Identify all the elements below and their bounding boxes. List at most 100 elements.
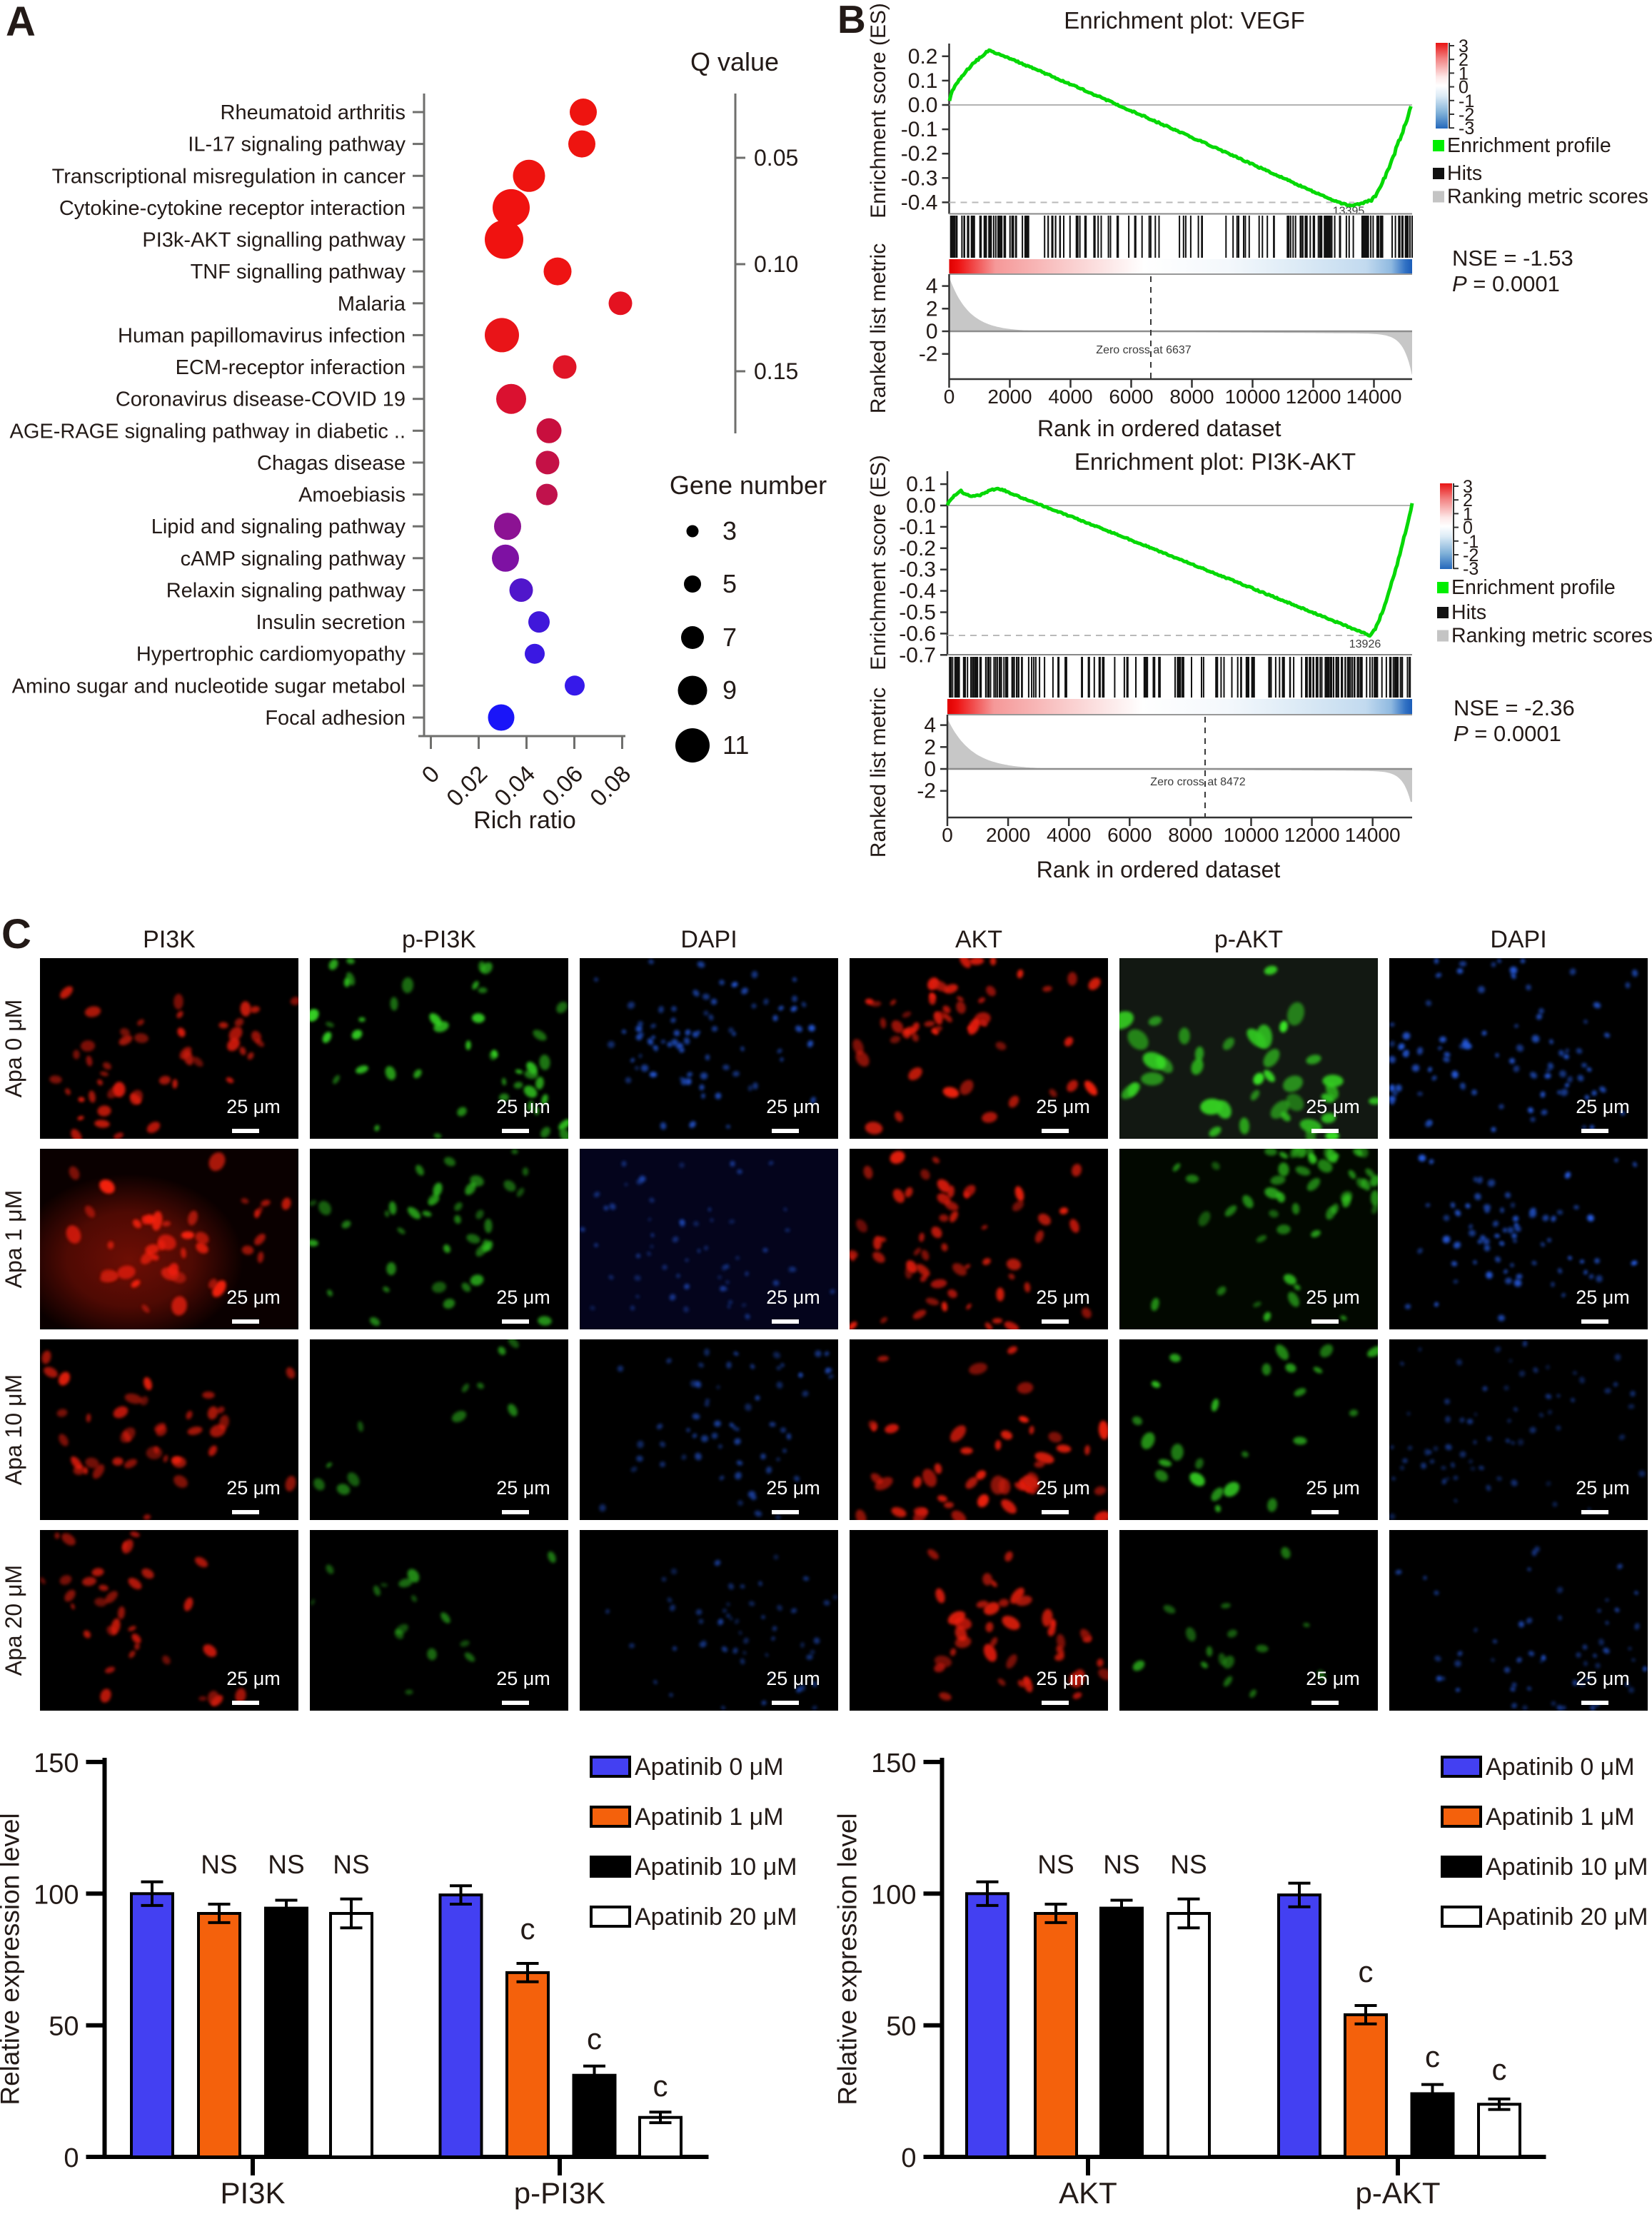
svg-text:P = 0.0001: P = 0.0001 [1454,721,1561,746]
svg-text:Amino sugar and nucleotide sug: Amino sugar and nucleotide sugar metabol [12,675,406,698]
svg-text:4: 4 [924,714,936,738]
svg-text:25 μm: 25 μm [1036,1096,1090,1117]
svg-text:Enrichment plot: VEGF: Enrichment plot: VEGF [1064,7,1304,34]
svg-text:Apatinib 20 μM: Apatinib 20 μM [635,1903,797,1931]
svg-text:1: 1 [1459,64,1469,84]
svg-text:25 μm: 25 μm [1576,1477,1630,1499]
svg-text:100: 100 [871,1880,916,1910]
svg-text:Apatinib 0 μM: Apatinib 0 μM [635,1753,784,1781]
svg-text:6000: 6000 [1107,824,1152,846]
svg-text:3: 3 [1459,36,1469,56]
svg-text:Malaria: Malaria [338,293,406,316]
svg-text:Zero cross at 6637: Zero cross at 6637 [1096,344,1192,356]
svg-text:Enrichment profile: Enrichment profile [1447,134,1611,157]
svg-text:Enrichment plot: PI3K-AKT: Enrichment plot: PI3K-AKT [1074,448,1356,475]
svg-text:Zero cross at 8472: Zero cross at 8472 [1150,776,1246,788]
svg-text:B: B [837,0,866,41]
svg-text:0.1: 0.1 [906,473,936,496]
svg-text:DAPI: DAPI [680,926,737,953]
svg-text:-3: -3 [1459,119,1474,139]
svg-text:0: 0 [1459,78,1469,98]
svg-text:Hits: Hits [1447,162,1482,185]
svg-text:-1: -1 [1459,91,1474,111]
svg-text:25 μm: 25 μm [1306,1668,1360,1689]
svg-text:25 μm: 25 μm [1306,1477,1360,1499]
svg-text:Apa 20 μM: Apa 20 μM [1,1565,26,1676]
svg-text:0.0: 0.0 [908,94,938,117]
svg-text:4000: 4000 [1048,386,1092,408]
svg-text:Rank in ordered dataset: Rank in ordered dataset [1037,416,1281,441]
svg-text:Hits: Hits [1451,601,1486,624]
svg-text:NSE = -2.36: NSE = -2.36 [1454,695,1575,720]
svg-text:25 μm: 25 μm [1576,1668,1630,1689]
svg-text:-0.3: -0.3 [899,558,936,582]
svg-text:0: 0 [926,320,938,343]
svg-text:2: 2 [924,735,936,759]
svg-text:-2: -2 [919,343,938,366]
svg-text:9: 9 [722,675,737,705]
svg-text:Rheumatoid arthritis: Rheumatoid arthritis [221,101,406,124]
svg-text:2000: 2000 [987,386,1032,408]
svg-text:3: 3 [722,516,737,545]
svg-text:-0.7: -0.7 [899,643,936,667]
svg-text:11: 11 [722,730,749,760]
svg-text:25 μm: 25 μm [496,1668,550,1689]
svg-text:8000: 8000 [1168,824,1212,846]
svg-text:0: 0 [924,758,936,781]
svg-text:NS: NS [201,1850,237,1879]
svg-text:Insulin secretion: Insulin secretion [256,611,406,634]
svg-text:p-PI3K: p-PI3K [514,2176,605,2210]
svg-text:P = 0.0001: P = 0.0001 [1452,271,1560,296]
svg-text:2: 2 [1463,490,1473,510]
svg-text:25 μm: 25 μm [766,1477,820,1499]
svg-text:c: c [1359,1955,1374,1988]
svg-text:Rich ratio: Rich ratio [473,807,576,834]
svg-text:IL-17 signaling pathway: IL-17 signaling pathway [188,134,406,156]
svg-text:0.10: 0.10 [754,251,798,277]
svg-text:Enrichment score (ES): Enrichment score (ES) [867,455,890,670]
svg-text:-0.5: -0.5 [899,601,936,625]
svg-text:25 μm: 25 μm [496,1096,550,1117]
svg-text:25 μm: 25 μm [1036,1287,1090,1308]
svg-text:Apa 0 μM: Apa 0 μM [1,1000,26,1098]
svg-text:14000: 14000 [1345,824,1401,846]
svg-text:Apatinib 1 μM: Apatinib 1 μM [635,1803,784,1831]
svg-text:-0.2: -0.2 [899,537,936,560]
svg-text:25 μm: 25 μm [1576,1287,1630,1308]
svg-text:-1: -1 [1463,532,1479,552]
svg-text:25 μm: 25 μm [766,1096,820,1117]
svg-text:150: 150 [871,1748,916,1778]
svg-text:4000: 4000 [1047,824,1091,846]
svg-text:100: 100 [34,1880,79,1910]
svg-text:Apatinib 0 μM: Apatinib 0 μM [1486,1753,1635,1781]
svg-text:NS: NS [1103,1850,1139,1879]
svg-text:Enrichment profile: Enrichment profile [1451,576,1616,599]
svg-text:Apatinib 10 μM: Apatinib 10 μM [635,1853,797,1881]
svg-text:0.15: 0.15 [754,358,798,384]
svg-text:13926: 13926 [1349,638,1381,650]
svg-text:-0.4: -0.4 [901,191,938,214]
svg-text:PI3K: PI3K [220,2176,285,2210]
svg-text:c: c [1492,2053,1507,2086]
svg-text:1: 1 [1463,504,1473,524]
svg-text:25 μm: 25 μm [496,1287,550,1308]
svg-text:PI3K: PI3K [143,926,196,953]
svg-text:Ranking metric scores: Ranking metric scores [1451,625,1652,648]
svg-text:AGE-RAGE signaling pathway in: AGE-RAGE signaling pathway in diabetic .… [10,420,406,443]
svg-text:Ranked list metric: Ranked list metric [867,243,890,413]
svg-text:Enrichment score (ES): Enrichment score (ES) [867,3,890,218]
svg-text:PI3k-AKT signalling pathway: PI3k-AKT signalling pathway [142,229,406,252]
svg-text:25 μm: 25 μm [226,1096,281,1117]
svg-text:4: 4 [926,275,938,298]
svg-text:0: 0 [901,2143,916,2173]
svg-text:ECM-receptor inferaction: ECM-receptor inferaction [176,356,406,379]
svg-text:0: 0 [942,824,953,846]
svg-text:-0.1: -0.1 [899,515,936,539]
svg-text:2: 2 [926,297,938,321]
svg-text:25 μm: 25 μm [766,1668,820,1689]
svg-text:Chagas disease: Chagas disease [257,452,406,475]
svg-text:NS: NS [333,1850,369,1879]
svg-text:25 μm: 25 μm [766,1287,820,1308]
svg-text:50: 50 [886,2012,916,2042]
svg-text:Apatinib 10 μM: Apatinib 10 μM [1486,1853,1648,1881]
